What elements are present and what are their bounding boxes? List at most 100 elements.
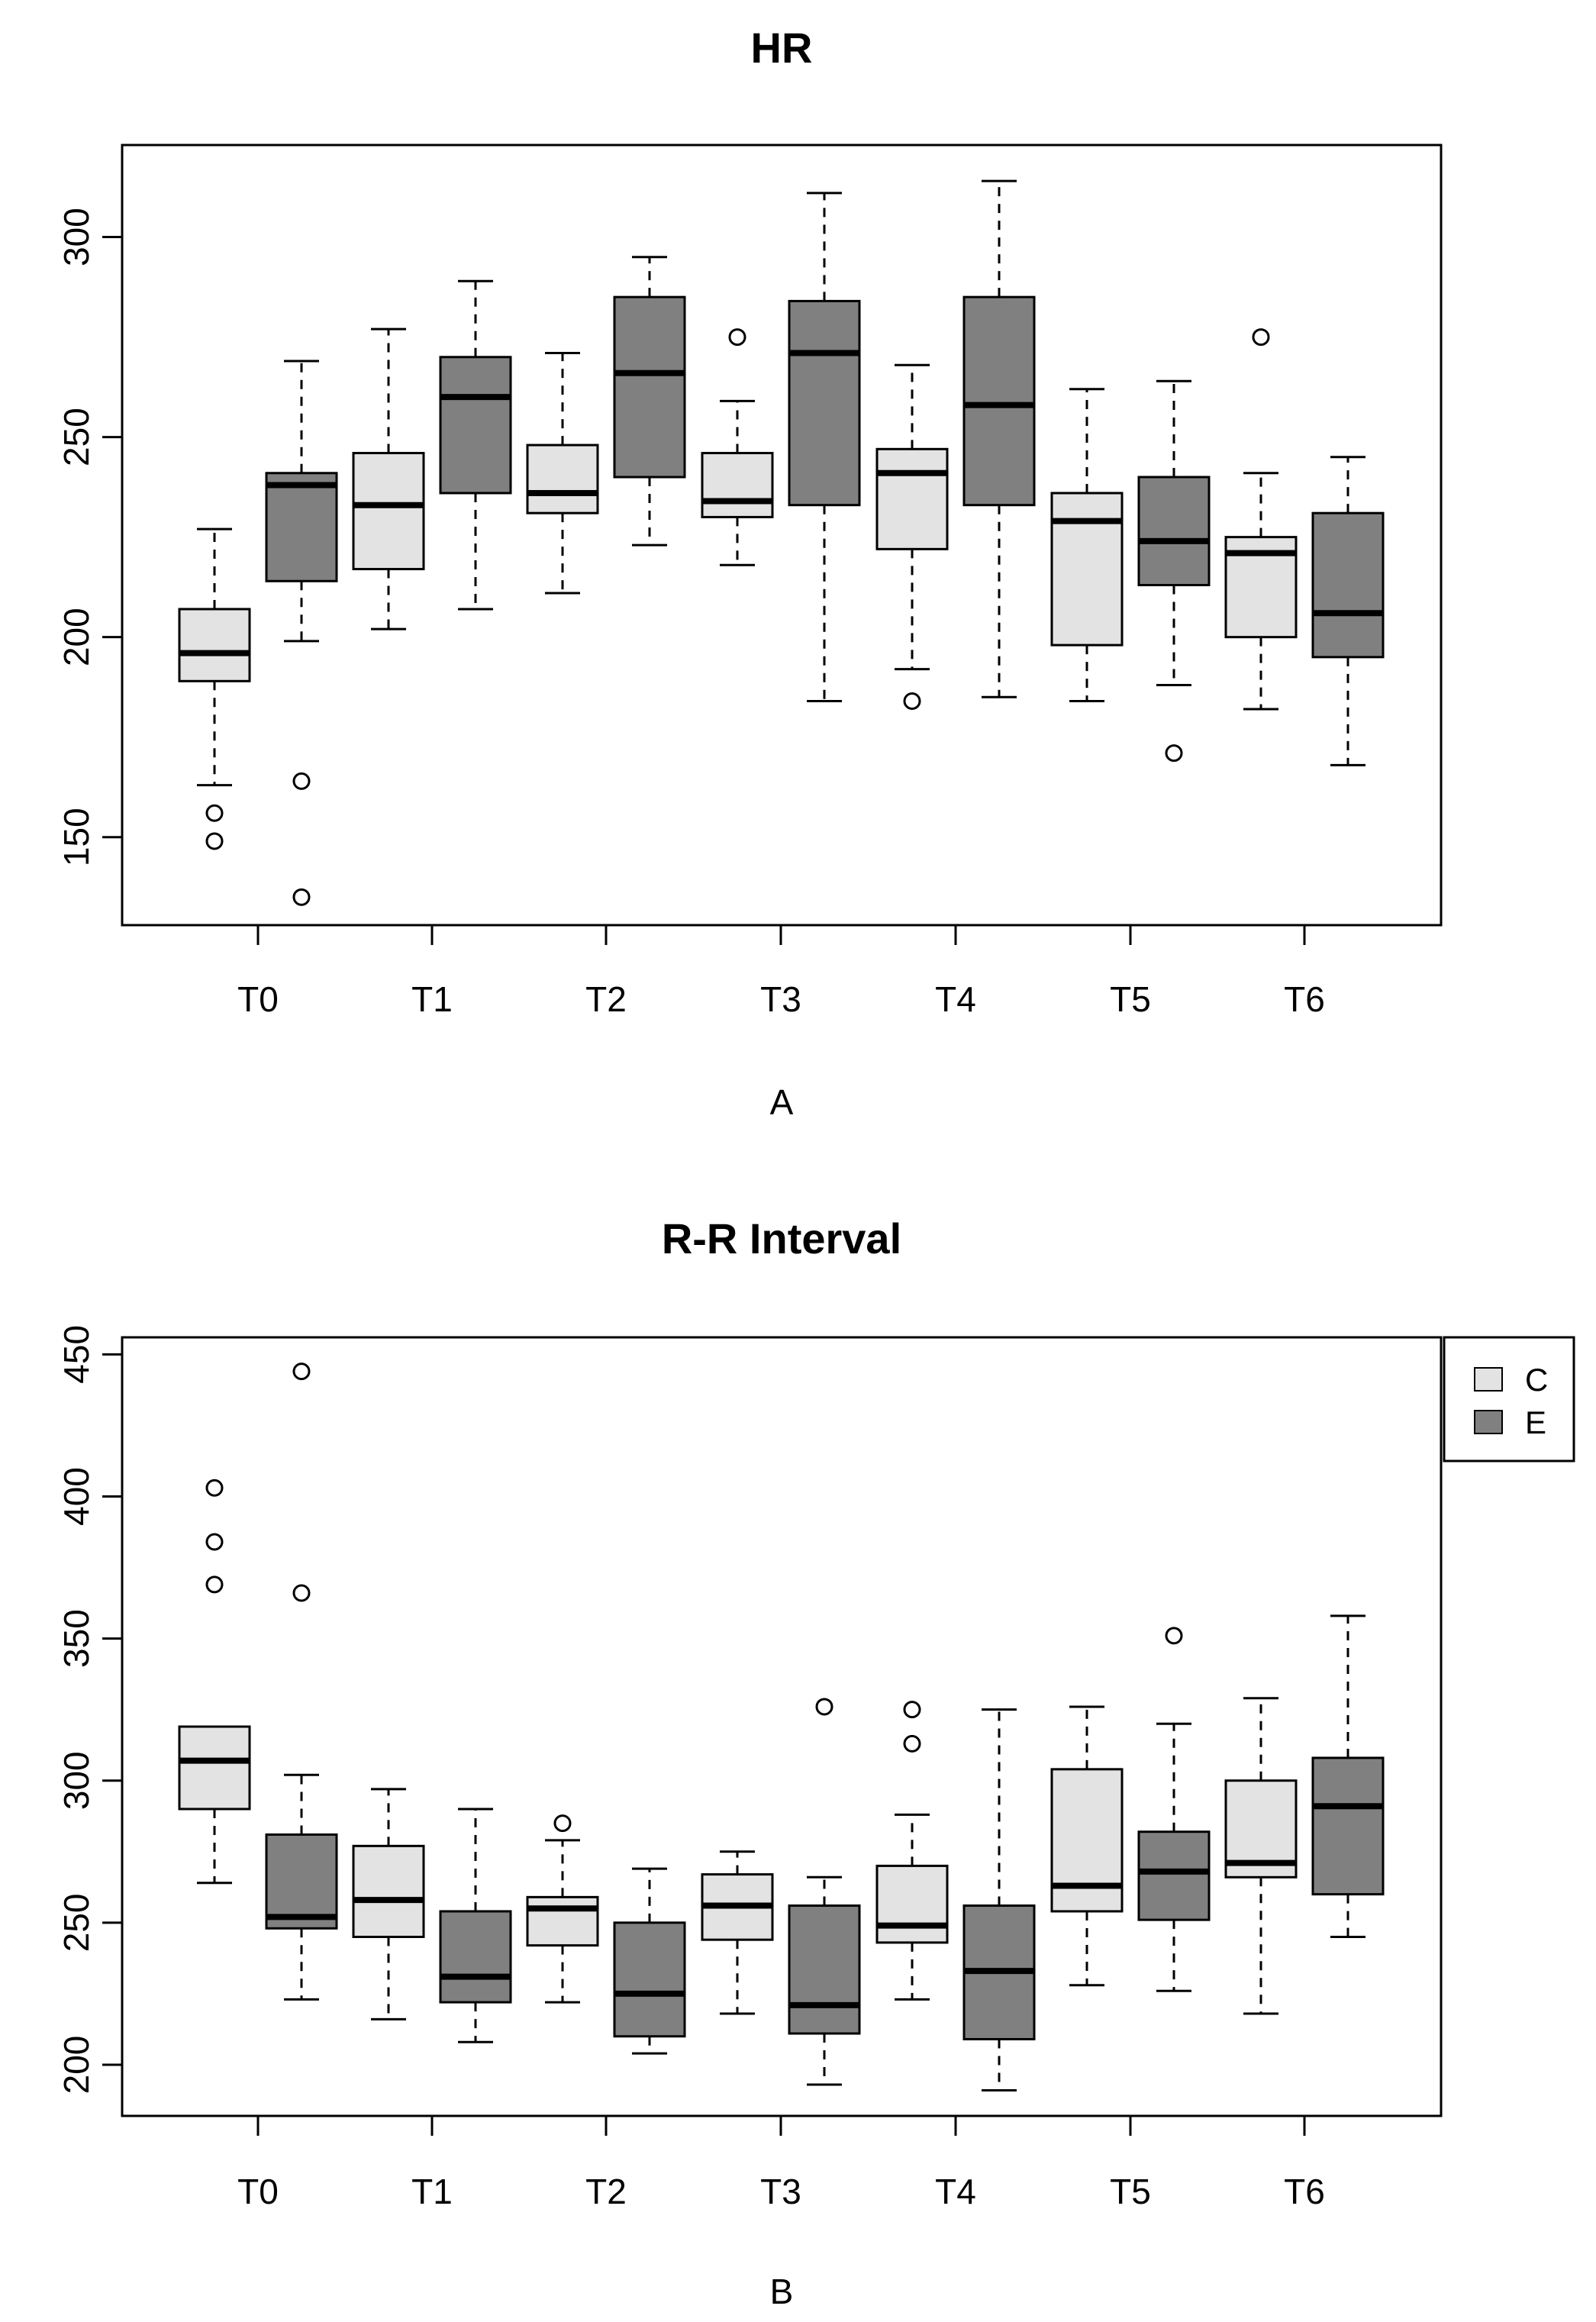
box-e-t0 [265, 1363, 338, 2001]
box-body [265, 472, 338, 582]
legend-swatch-e [1474, 1410, 1503, 1434]
legend-label-e: E [1525, 1404, 1546, 1440]
box-e-t6 [1311, 1614, 1385, 1938]
y-tick-label: 450 [56, 1325, 96, 1384]
box-body [1050, 1768, 1124, 1913]
box-body [1311, 1756, 1385, 1896]
y-tick-label: 350 [56, 1609, 96, 1668]
box-body [526, 443, 599, 514]
box-e-t6 [1311, 456, 1385, 766]
box-body [788, 299, 861, 507]
box-body [875, 447, 949, 550]
box-body [613, 295, 686, 479]
x-tick-label: T4 [935, 979, 976, 1019]
box-body [1050, 492, 1124, 647]
x-tick-label: T2 [585, 979, 627, 1019]
panel-label: B [770, 2272, 794, 2311]
y-tick-label: 250 [56, 1893, 96, 1952]
box-e-t0 [265, 360, 338, 906]
x-tick-label: T0 [237, 979, 279, 1019]
box-c-t6 [1224, 328, 1298, 711]
box-body [1311, 511, 1385, 659]
y-axis: 200 250 300 350 400 450 [56, 1325, 122, 2094]
x-tick-label: T5 [1110, 979, 1151, 1019]
box-body [439, 1910, 512, 2004]
outlier-point [903, 692, 921, 711]
y-axis: 150 200 250 300 [56, 208, 122, 866]
box-body [962, 295, 1036, 507]
x-tick-label: T1 [411, 979, 453, 1019]
y-tick-label: 250 [56, 408, 96, 466]
box-body [1137, 476, 1211, 587]
box-body [178, 608, 251, 682]
outlier-point [205, 804, 224, 822]
chart-title: R-R Interval [662, 1214, 901, 1263]
x-tick-label: T2 [585, 2172, 627, 2211]
y-tick-label: 150 [56, 808, 96, 866]
box-body [875, 1864, 949, 1944]
box-e-t2 [613, 1867, 686, 2055]
box-body [613, 1921, 686, 2038]
x-axis: T0 T1 T2 T3 T4 T5 T6 [237, 925, 1325, 1019]
box-e-t1 [439, 1808, 512, 2043]
outlier-point [205, 1575, 224, 1594]
legend-swatch-c [1474, 1367, 1503, 1392]
box-e-t3 [788, 1698, 861, 2086]
box-c-t3 [701, 1850, 774, 2015]
x-tick-label: T3 [760, 2172, 801, 2211]
box-e-t2 [613, 256, 686, 547]
outlier-point [903, 1701, 921, 1719]
box-body [1137, 1830, 1211, 1921]
box-c-t5 [1050, 388, 1124, 703]
panel-label: A [770, 1082, 794, 1122]
box-c-t0 [178, 527, 251, 850]
outlier-point [1252, 328, 1270, 347]
x-tick-label: T4 [935, 2172, 976, 2211]
outlier-point [1165, 1627, 1183, 1645]
y-tick-label: 300 [56, 208, 96, 266]
box-c-t5 [1050, 1705, 1124, 1987]
outlier-point [205, 1533, 224, 1551]
plot-area-frame [121, 1336, 1443, 2117]
box-body [352, 1844, 425, 1938]
x-tick-label: T6 [1284, 979, 1325, 1019]
legend-label-c: C [1525, 1362, 1548, 1398]
x-axis: T0 T1 T2 T3 T4 T5 T6 [237, 2116, 1325, 2211]
box-body [788, 1904, 861, 2035]
box-body [439, 356, 512, 495]
box-c-t4 [875, 1701, 949, 2001]
x-tick-label: T5 [1110, 2172, 1151, 2211]
box-body [701, 452, 774, 518]
outlier-point [292, 772, 311, 790]
box-e-t4 [962, 1708, 1036, 2091]
box-body [352, 452, 425, 571]
x-tick-label: T6 [1284, 2172, 1325, 2211]
box-e-t5 [1137, 379, 1211, 763]
outlier-point [292, 1584, 311, 1602]
outlier-point [292, 1363, 311, 1381]
legend-frame [1443, 1336, 1575, 1463]
box-body [265, 1833, 338, 1930]
box-c-t0 [178, 1479, 251, 1885]
panel-b-chart: R-R Interval 200 250 300 350 400 450 T0 T1 T2 T3… [56, 1214, 1575, 2311]
box-c-t3 [701, 328, 774, 566]
box-c-t2 [526, 352, 599, 595]
y-tick-label: 400 [56, 1467, 96, 1526]
box-c-t6 [1224, 1697, 1298, 2015]
box-series-group [178, 179, 1385, 906]
y-tick-label: 200 [56, 2036, 96, 2095]
x-tick-label: T1 [411, 2172, 453, 2211]
panel-a-chart: HR 150 200 250 300 T0 T1 T2 T3 T4 T5 T6 A [56, 24, 1443, 1122]
box-e-t5 [1137, 1627, 1211, 1992]
legend: C E [1443, 1336, 1575, 1463]
outlier-point [205, 832, 224, 850]
outlier-point [1165, 744, 1183, 763]
box-e-t3 [788, 192, 861, 703]
x-tick-label: T3 [760, 979, 801, 1019]
box-c-t4 [875, 363, 949, 711]
outlier-point [728, 328, 746, 347]
outlier-point [553, 1814, 572, 1833]
y-tick-label: 200 [56, 608, 96, 666]
box-c-t1 [352, 327, 425, 630]
